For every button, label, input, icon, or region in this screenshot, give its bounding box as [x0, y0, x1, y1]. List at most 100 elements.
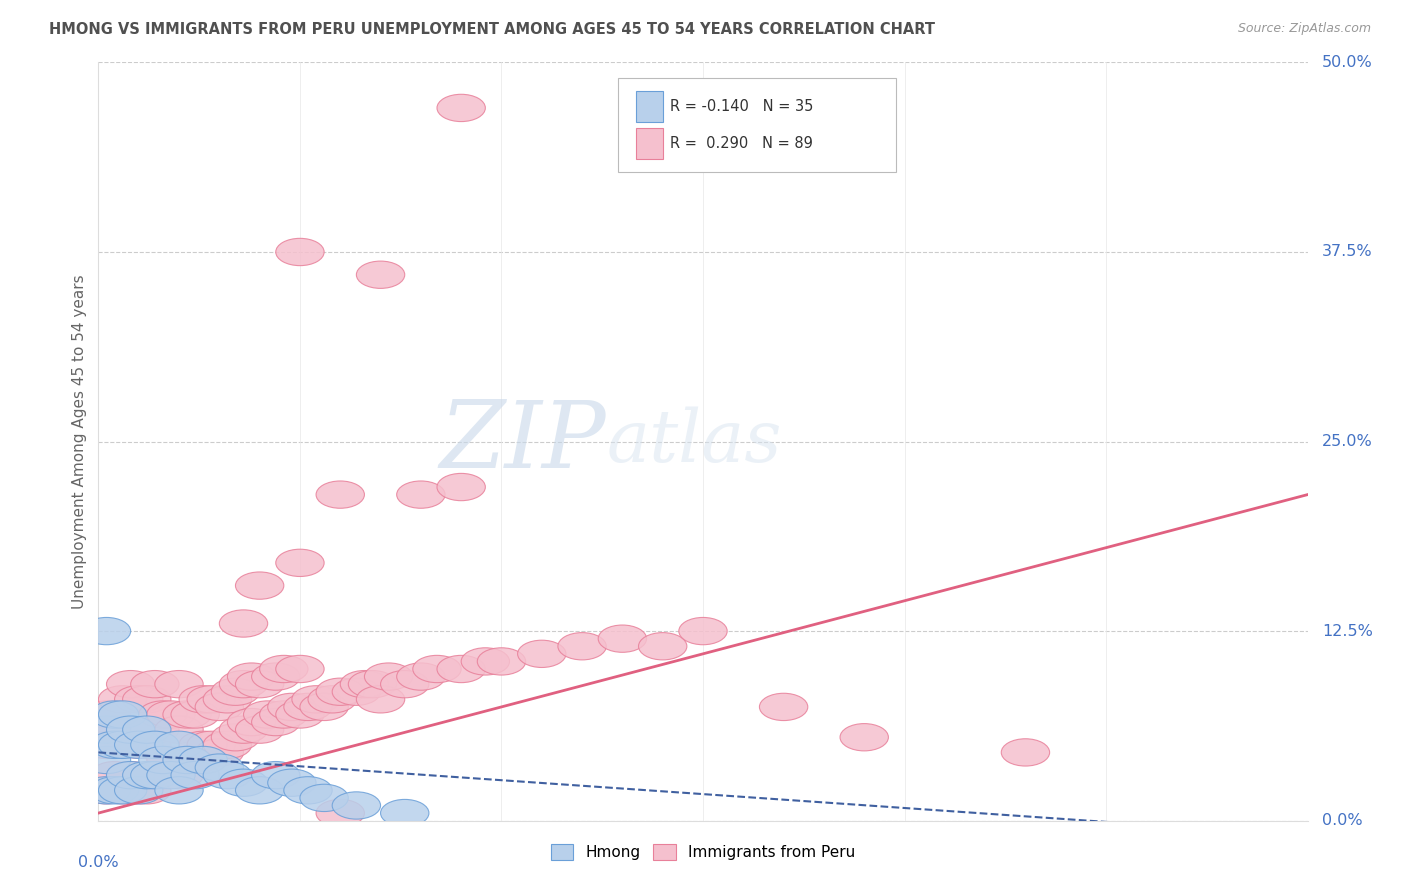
Text: R = -0.140   N = 35: R = -0.140 N = 35 [671, 99, 814, 114]
Ellipse shape [252, 708, 299, 736]
Ellipse shape [228, 663, 276, 690]
Ellipse shape [276, 549, 325, 576]
Bar [637, 91, 664, 121]
Ellipse shape [219, 716, 267, 743]
Ellipse shape [122, 777, 172, 804]
Ellipse shape [437, 656, 485, 682]
Ellipse shape [364, 663, 413, 690]
Y-axis label: Unemployment Among Ages 45 to 54 years: Unemployment Among Ages 45 to 54 years [72, 274, 87, 609]
Ellipse shape [299, 693, 349, 721]
Ellipse shape [146, 762, 195, 789]
Ellipse shape [228, 708, 276, 736]
Ellipse shape [90, 777, 139, 804]
Ellipse shape [517, 640, 567, 667]
Ellipse shape [163, 701, 211, 728]
Ellipse shape [114, 777, 163, 804]
Text: 0.0%: 0.0% [1322, 814, 1362, 828]
Ellipse shape [107, 716, 155, 743]
Ellipse shape [235, 671, 284, 698]
Ellipse shape [98, 686, 146, 713]
Ellipse shape [219, 671, 267, 698]
Ellipse shape [267, 769, 316, 797]
Ellipse shape [437, 474, 485, 500]
Ellipse shape [98, 777, 146, 804]
Ellipse shape [83, 617, 131, 645]
Ellipse shape [131, 762, 179, 789]
Ellipse shape [163, 747, 211, 773]
Ellipse shape [638, 632, 688, 660]
Ellipse shape [284, 693, 332, 721]
Ellipse shape [131, 762, 179, 789]
Ellipse shape [155, 716, 204, 743]
Bar [637, 128, 664, 159]
Ellipse shape [276, 238, 325, 266]
Ellipse shape [1001, 739, 1050, 766]
Legend: Hmong, Immigrants from Peru: Hmong, Immigrants from Peru [544, 838, 862, 866]
Ellipse shape [107, 716, 155, 743]
Ellipse shape [381, 799, 429, 827]
Ellipse shape [83, 747, 131, 773]
Ellipse shape [195, 693, 243, 721]
Text: 12.5%: 12.5% [1322, 624, 1374, 639]
Ellipse shape [299, 784, 349, 812]
Ellipse shape [292, 686, 340, 713]
Ellipse shape [90, 716, 139, 743]
Ellipse shape [267, 693, 316, 721]
Ellipse shape [114, 731, 163, 758]
Ellipse shape [98, 777, 146, 804]
Ellipse shape [163, 747, 211, 773]
Ellipse shape [219, 769, 267, 797]
Ellipse shape [131, 671, 179, 698]
Ellipse shape [172, 747, 219, 773]
Ellipse shape [679, 617, 727, 645]
Ellipse shape [98, 731, 146, 758]
Ellipse shape [146, 701, 195, 728]
Ellipse shape [332, 678, 381, 706]
Ellipse shape [437, 95, 485, 121]
Ellipse shape [340, 671, 388, 698]
Ellipse shape [759, 693, 808, 721]
Ellipse shape [211, 723, 260, 751]
Ellipse shape [219, 610, 267, 637]
Ellipse shape [83, 731, 131, 758]
Ellipse shape [316, 481, 364, 508]
Ellipse shape [146, 747, 195, 773]
Ellipse shape [114, 686, 163, 713]
Ellipse shape [308, 686, 356, 713]
Ellipse shape [179, 747, 228, 773]
Ellipse shape [83, 777, 131, 804]
Text: atlas: atlas [606, 406, 782, 477]
Ellipse shape [131, 731, 179, 758]
Ellipse shape [172, 701, 219, 728]
FancyBboxPatch shape [619, 78, 897, 172]
Ellipse shape [332, 792, 381, 819]
Ellipse shape [195, 754, 243, 781]
Ellipse shape [187, 686, 235, 713]
Ellipse shape [243, 701, 292, 728]
Ellipse shape [187, 731, 235, 758]
Text: 25.0%: 25.0% [1322, 434, 1372, 449]
Ellipse shape [114, 777, 163, 804]
Ellipse shape [316, 678, 364, 706]
Text: 37.5%: 37.5% [1322, 244, 1372, 260]
Ellipse shape [139, 762, 187, 789]
Ellipse shape [260, 656, 308, 682]
Ellipse shape [90, 762, 139, 789]
Ellipse shape [83, 777, 131, 804]
Ellipse shape [98, 731, 146, 758]
Ellipse shape [477, 648, 526, 675]
Ellipse shape [598, 625, 647, 652]
Ellipse shape [235, 777, 284, 804]
Ellipse shape [349, 671, 396, 698]
Ellipse shape [316, 799, 364, 827]
Ellipse shape [83, 716, 131, 743]
Ellipse shape [139, 701, 187, 728]
Ellipse shape [90, 701, 139, 728]
Ellipse shape [139, 747, 187, 773]
Ellipse shape [122, 716, 172, 743]
Ellipse shape [195, 739, 243, 766]
Ellipse shape [155, 762, 204, 789]
Ellipse shape [90, 731, 139, 758]
Ellipse shape [839, 723, 889, 751]
Text: 50.0%: 50.0% [1322, 55, 1372, 70]
